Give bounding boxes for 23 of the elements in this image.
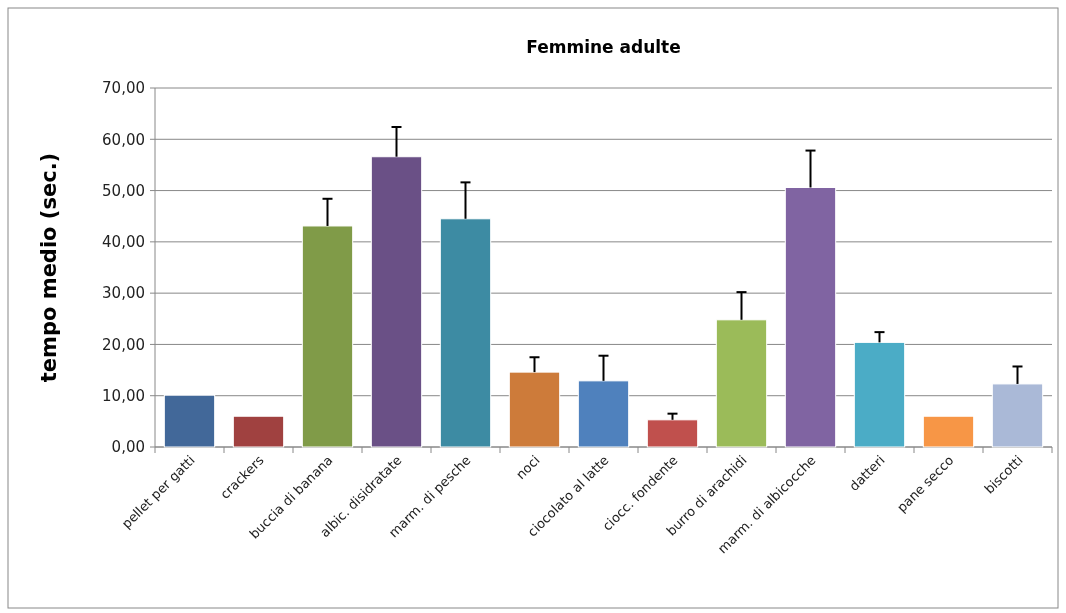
y-tick-label: 70,00 — [102, 79, 145, 98]
bar — [922, 415, 975, 448]
bar — [784, 186, 837, 448]
bar — [439, 218, 492, 448]
y-tick-label: 0,00 — [111, 438, 145, 457]
y-tick-label: 40,00 — [102, 233, 145, 252]
bar — [646, 419, 699, 448]
bar — [853, 341, 906, 448]
bar — [163, 394, 216, 448]
y-tick-label: 50,00 — [102, 181, 145, 200]
bar — [508, 371, 561, 448]
y-tick-label: 10,00 — [102, 386, 145, 405]
y-axis-title: tempo medio (sec.) — [37, 152, 61, 383]
bar — [577, 380, 630, 448]
bar — [715, 319, 768, 448]
y-tick-label: 60,00 — [102, 130, 145, 149]
bar — [370, 156, 423, 448]
chart-title: Femmine adulte — [526, 37, 681, 57]
bar — [301, 225, 354, 448]
bar — [991, 383, 1044, 448]
y-tick-label: 20,00 — [102, 335, 145, 354]
bar — [232, 415, 285, 448]
y-tick-label: 30,00 — [102, 284, 145, 303]
